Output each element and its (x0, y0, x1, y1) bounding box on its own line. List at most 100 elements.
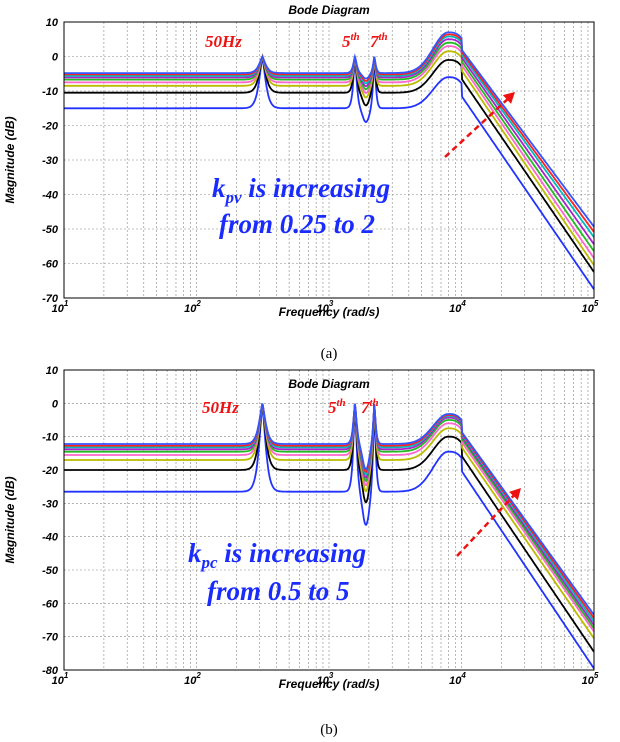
x-tick-exponent: 3 (329, 671, 334, 680)
annotation-gain-line2: from 0.25 to 2 (219, 209, 375, 239)
series-line (64, 403, 594, 670)
y-tick-label: -80 (42, 665, 59, 677)
series-line (64, 56, 594, 290)
increase-arrow-shaft (456, 491, 518, 557)
series-line (64, 403, 594, 629)
series-line (64, 38, 594, 245)
y-tick-label: -50 (42, 565, 59, 577)
gain-subscript: pv (224, 188, 243, 207)
series-line (64, 53, 594, 273)
plot-frame (63, 369, 595, 671)
gain-text: is increasing (218, 538, 367, 568)
y-axis-label: Magnitude (dB) (3, 476, 17, 563)
x-tick-exponent: 4 (460, 671, 466, 680)
increase-arrow-head (502, 92, 515, 104)
annotation-7th-suffix: th (370, 397, 379, 409)
annotation-7th-suffix: th (379, 31, 388, 43)
x-tick-label: 101 (52, 671, 69, 687)
series-line (64, 403, 594, 639)
y-tick-label: -10 (42, 432, 59, 444)
annotation-5th: 5th (328, 397, 346, 417)
increase-arrow-shaft (444, 95, 512, 158)
x-tick-base: 10 (582, 303, 595, 315)
annotation-5th-suffix: th (337, 397, 346, 409)
annotation-gain-line1: kpv is increasing (212, 173, 390, 207)
y-tick-label: -30 (42, 155, 59, 167)
y-tick-label: 10 (46, 365, 59, 377)
y-tick-label: -40 (42, 190, 59, 202)
annotation-50hz: 50Hz (205, 32, 242, 51)
annotation-5th: 5th (342, 31, 360, 51)
x-tick-label: 105 (582, 299, 599, 315)
series-line (64, 33, 594, 233)
x-tick-exponent: 2 (195, 671, 201, 680)
y-tick-label: -20 (42, 465, 59, 477)
x-tick-label: 101 (52, 299, 69, 315)
x-tick-base: 10 (582, 675, 595, 687)
x-tick-label: 104 (449, 671, 466, 687)
y-tick-label: -60 (42, 598, 59, 610)
x-tick-base: 10 (449, 303, 462, 315)
y-axis-label: Magnitude (dB) (3, 116, 17, 203)
figure-caption: (a) (321, 346, 338, 362)
series-line (64, 45, 594, 259)
x-tick-base: 10 (184, 303, 197, 315)
x-tick-label: 105 (582, 671, 599, 687)
x-tick-exponent: 1 (64, 299, 69, 308)
series-line (64, 35, 594, 238)
x-tick-label: 103 (317, 299, 334, 315)
annotation-gain-line2: from 0.5 to 5 (207, 576, 350, 606)
annotation-7th-number: 7 (361, 398, 371, 417)
annotation-50hz: 50Hz (202, 398, 239, 417)
gain-subscript: pc (200, 553, 219, 572)
y-tick-label: 0 (52, 398, 59, 410)
x-tick-exponent: 2 (195, 299, 201, 308)
y-tick-label: -10 (42, 86, 59, 98)
y-tick-label: -70 (42, 293, 59, 305)
figure-caption: (b) (320, 722, 338, 738)
y-tick-label: -20 (42, 121, 59, 133)
chart-title: Bode Diagram (288, 3, 370, 17)
x-tick-base: 10 (449, 675, 462, 687)
y-tick-label: -50 (42, 224, 59, 236)
x-tick-exponent: 5 (594, 671, 599, 680)
y-tick-label: -70 (42, 632, 59, 644)
x-tick-label: 104 (449, 299, 466, 315)
annotation-gain-line1: kpc is increasing (188, 538, 366, 572)
x-tick-exponent: 5 (594, 299, 599, 308)
annotation-7th: 7th (361, 397, 379, 417)
series-line (64, 403, 594, 616)
chart-title: Bode Diagram (288, 377, 370, 391)
y-tick-label: 0 (52, 52, 59, 64)
annotation-5th-suffix: th (351, 31, 360, 43)
x-tick-base: 10 (317, 675, 330, 687)
x-tick-base: 10 (52, 303, 65, 315)
series-line (64, 403, 594, 623)
y-tick-label: -30 (42, 498, 59, 510)
x-tick-exponent: 1 (64, 671, 69, 680)
annotation-7th: 7th (370, 31, 388, 51)
x-tick-label: 102 (184, 299, 201, 315)
increase-arrow-head (509, 488, 521, 501)
gain-symbol: k (188, 538, 202, 568)
series-line (64, 31, 594, 228)
series-line (64, 403, 594, 653)
x-tick-base: 10 (317, 303, 330, 315)
annotation-7th-number: 7 (370, 32, 380, 51)
x-tick-base: 10 (52, 675, 65, 687)
annotation-5th-number: 5 (342, 32, 351, 51)
plot-frame (63, 21, 595, 299)
series-line (64, 50, 594, 266)
series-line (64, 403, 594, 619)
series-line (64, 403, 594, 626)
y-tick-label: 10 (46, 17, 59, 29)
x-tick-label: 102 (184, 671, 201, 687)
x-tick-exponent: 3 (329, 299, 334, 308)
series-line (64, 41, 594, 252)
x-axis-label: Frequency (rad/s) (279, 305, 380, 319)
gain-symbol: k (212, 173, 226, 203)
x-tick-label: 103 (317, 671, 334, 687)
series-group (64, 31, 594, 290)
